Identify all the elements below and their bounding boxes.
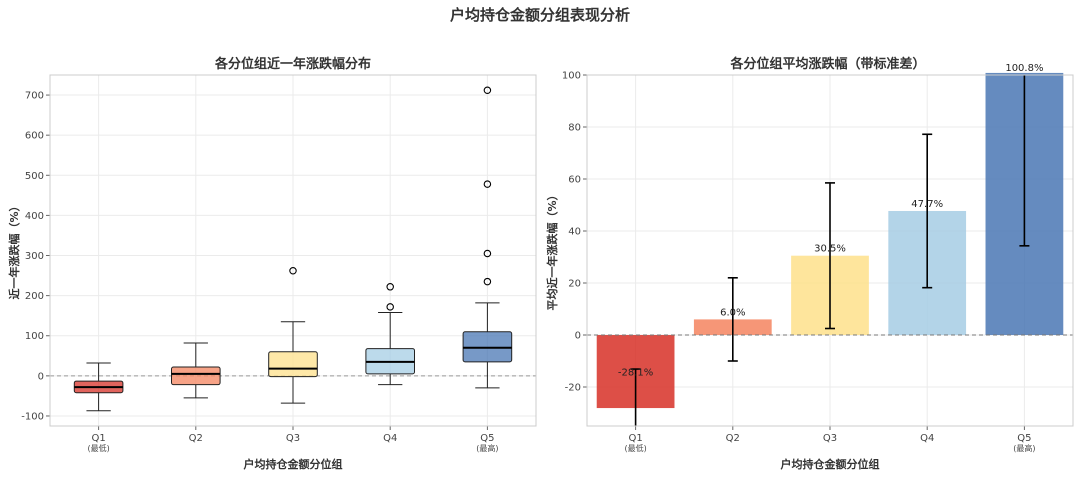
bar-value-label: -28.1%: [618, 368, 653, 379]
x-tick-label: Q4: [383, 433, 397, 444]
bar-chart-x-ticks: Q1(最低) Q2 Q3 Q4 Q5(最高): [624, 426, 1036, 453]
x-tick-label: Q5: [480, 433, 494, 444]
outlier-point: [483, 277, 492, 286]
outlier-point: [483, 180, 492, 188]
y-tick-label: 0: [38, 371, 44, 382]
bar-chart-title: 各分位组平均涨跌幅（带标准差）: [729, 56, 925, 72]
y-tick-label: 400: [25, 211, 44, 222]
bar-value-label: 47.7%: [911, 199, 943, 210]
outlier-point: [483, 86, 492, 94]
box-plot-y-ticks: -100 0 100 200 300 400 500 600 700: [21, 91, 50, 422]
bar-chart-y-ticks: -20 0 20 40 60 80 100: [562, 71, 587, 394]
bar-chart-y-label: 平均近一年涨跌幅（%）: [545, 189, 559, 310]
box: [268, 351, 318, 378]
x-tick-label: Q3: [823, 433, 837, 444]
y-tick-label: 100: [562, 71, 581, 82]
box-plot-frame: [49, 74, 537, 427]
y-tick-label: 80: [568, 123, 581, 134]
x-tick-sublabel: (最低): [87, 443, 109, 453]
x-tick-label: Q4: [920, 433, 934, 444]
y-tick-label: 600: [25, 131, 44, 142]
bar-value-label: 30.5%: [814, 244, 846, 255]
y-tick-label: -100: [21, 411, 44, 422]
y-tick-label: 0: [575, 331, 581, 342]
x-tick-sublabel: (最高): [476, 443, 498, 453]
x-tick-sublabel: (最低): [624, 443, 646, 453]
bar-chart-x-label: 户均持仓金额分位组: [781, 457, 880, 471]
bar-chart-frame: [586, 74, 1074, 427]
outlier-point: [386, 303, 394, 311]
outlier-point: [483, 249, 492, 258]
x-tick-label: Q1: [91, 433, 105, 444]
box: [171, 366, 221, 386]
box-plot-panel: 各分位组近一年涨跌幅分布 -1000100200300400500600700 …: [7, 56, 537, 471]
x-tick-label: Q2: [726, 433, 740, 444]
y-tick-label: 20: [568, 279, 581, 290]
y-tick-label: 100: [25, 331, 44, 342]
y-tick-label: 200: [25, 291, 44, 302]
x-tick-label: Q1: [628, 433, 642, 444]
box-plot-title: 各分位组近一年涨跌幅分布: [214, 56, 371, 72]
outlier-point: [289, 267, 297, 275]
x-tick-label: Q5: [1017, 433, 1031, 444]
y-tick-label: 500: [25, 171, 44, 182]
bar-value-label: 100.8%: [1005, 63, 1043, 74]
box: [462, 331, 513, 363]
box-plot-marks: [50, 86, 536, 412]
y-tick-label: 60: [568, 175, 581, 186]
box-plot-y-label: 近一年涨跌幅（%）: [7, 200, 21, 299]
bar-chart-marks: -28.1% 6.0% 30.5% 47.7% 100.8%: [587, 63, 1073, 426]
y-tick-label: 300: [25, 251, 44, 262]
x-tick-label: Q3: [286, 433, 300, 444]
y-tick-label: -20: [565, 383, 581, 394]
outlier-point: [386, 283, 394, 291]
y-tick-label: 700: [25, 91, 44, 102]
y-tick-label: 40: [568, 227, 581, 238]
box-plot-x-label: 户均持仓金额分位组: [244, 457, 343, 471]
box-plot-x-ticks: Q1(最低) Q2 Q3 Q4 Q5(最高): [87, 426, 499, 453]
bar-chart-panel: 各分位组平均涨跌幅（带标准差） -20 0 20 40 60 80 100 Q1(最低) Q2…: [545, 56, 1074, 471]
bar-value-label: 6.0%: [720, 307, 745, 318]
figure-title: 户均持仓金额分组表现分析: [450, 6, 630, 24]
x-tick-sublabel: (最高): [1013, 443, 1035, 453]
x-tick-label: Q2: [189, 433, 203, 444]
